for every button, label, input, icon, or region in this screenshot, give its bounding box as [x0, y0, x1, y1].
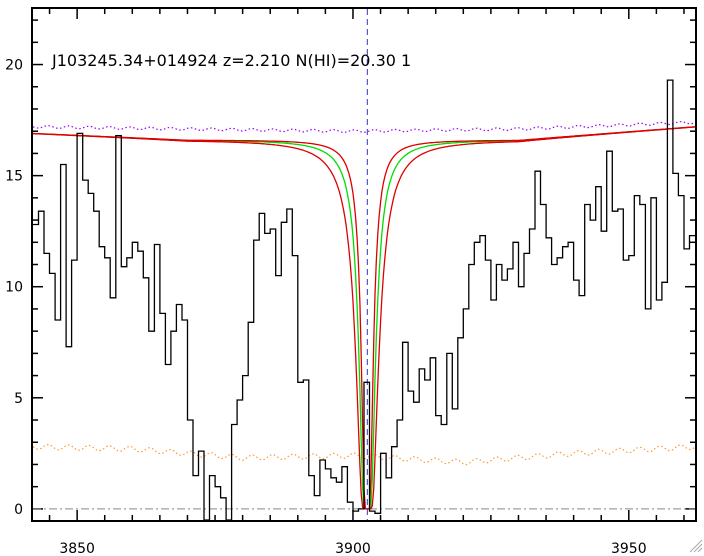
x-tick-label: 3900 [335, 541, 371, 556]
resize-grip-icon[interactable] [689, 539, 703, 553]
x-tick-label: 3850 [59, 541, 95, 556]
y-tick-label: 15 [5, 169, 23, 185]
continuum-line [32, 120, 696, 134]
error-line [32, 444, 696, 466]
y-tick-label: 20 [5, 58, 23, 74]
x-tick-label: 3950 [611, 541, 647, 556]
y-tick-label: 10 [5, 280, 23, 296]
y-tick-label: 0 [14, 502, 23, 518]
chart-title: J103245.34+014924 z=2.210 N(HI)=20.30 1 [51, 51, 411, 70]
y-tick-label: 5 [14, 391, 23, 407]
flux-histogram [33, 79, 695, 521]
tick-labels: 3850 3900 3950 0 5 10 15 20 [5, 58, 646, 556]
series-lines [32, 79, 696, 521]
plot-frame [31, 7, 697, 522]
